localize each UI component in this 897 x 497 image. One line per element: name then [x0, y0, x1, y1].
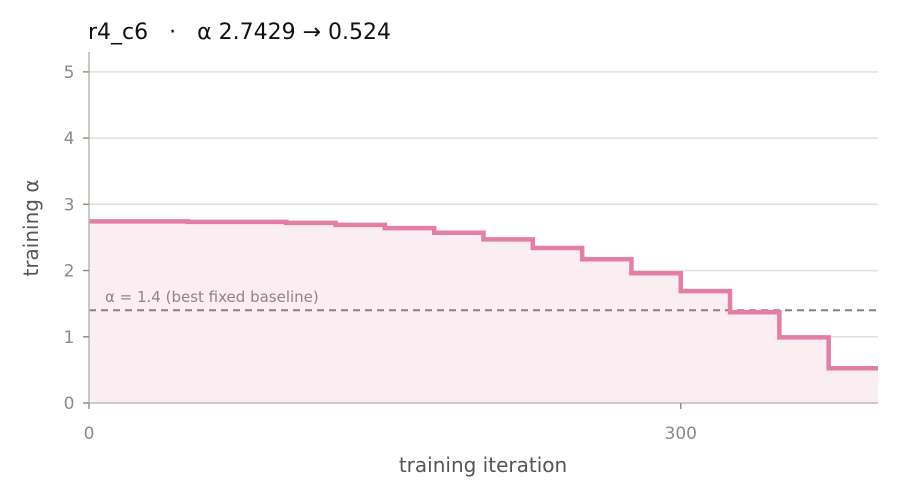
axes	[83, 52, 878, 409]
y-axis-label: training α	[19, 179, 43, 276]
area-fill	[89, 221, 878, 403]
y-tick-label-5: 5	[64, 63, 75, 83]
x-axis-label: training iteration	[399, 453, 567, 477]
y-tick-label-3: 3	[64, 195, 75, 215]
tick-labels: 0 1 2 3 4 5 0 300	[64, 63, 697, 444]
series-group	[89, 219, 878, 371]
chart-title: r4_c6 · α 2.7429 → 0.524	[88, 20, 391, 45]
y-tick-label-4: 4	[64, 129, 75, 149]
x-tick-label-0: 0	[84, 424, 95, 444]
y-tick-label-2: 2	[64, 262, 75, 282]
series-area	[89, 221, 878, 403]
reference-line-label: α = 1.4 (best fixed baseline)	[105, 288, 319, 306]
y-tick-label-0: 0	[64, 394, 75, 414]
series-line	[89, 219, 878, 371]
y-tick-label-1: 1	[64, 328, 75, 348]
x-tick-label-300: 300	[665, 424, 697, 444]
